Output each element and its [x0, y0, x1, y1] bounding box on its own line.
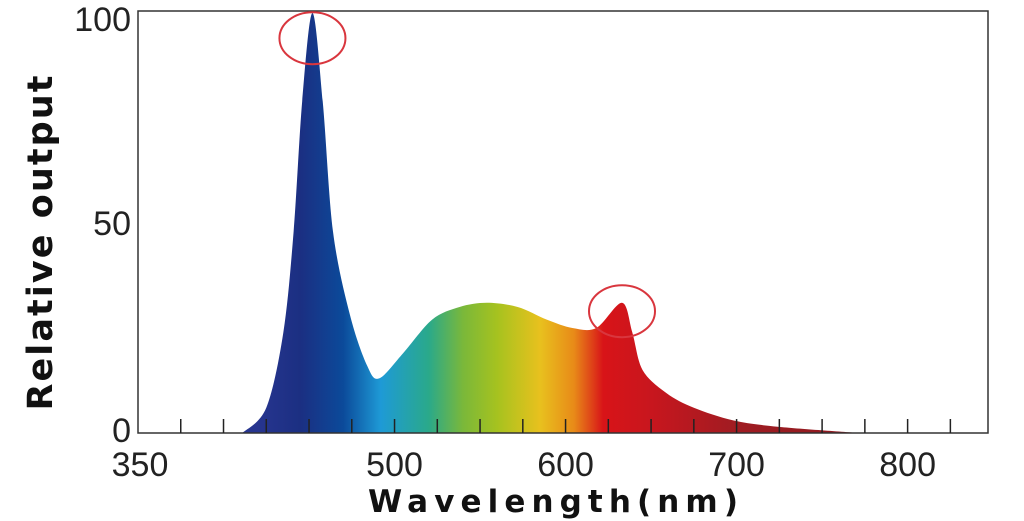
x-axis-title: Wavelength(nm)	[368, 484, 738, 520]
y-tick-label: 50	[93, 205, 131, 243]
x-tick-label: 600	[537, 446, 594, 484]
x-tick-label: 500	[366, 446, 423, 484]
plot-frame	[137, 10, 989, 434]
y-axis-title: Relative output	[21, 76, 61, 411]
y-tick-label: 100	[74, 1, 131, 39]
peak-highlight-circle	[588, 284, 657, 339]
y-tick-label: 0	[112, 412, 131, 450]
x-tick-label: 700	[708, 446, 765, 484]
spectrum-area	[242, 13, 860, 433]
x-tick-label: 800	[879, 446, 936, 484]
x-tick-label: 350	[112, 446, 169, 484]
peak-highlight-circle	[278, 11, 347, 66]
